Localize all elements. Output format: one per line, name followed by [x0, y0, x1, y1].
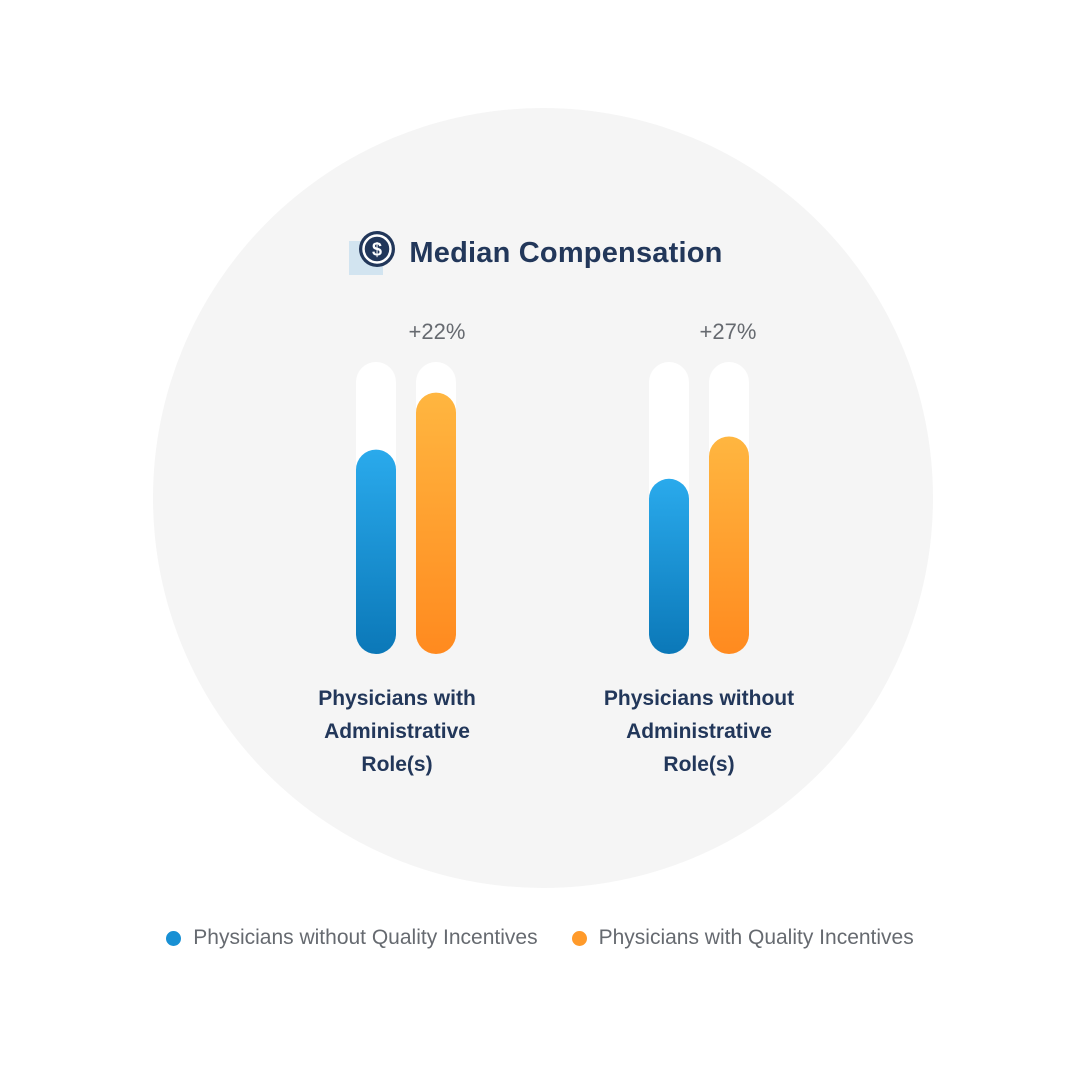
chart-legend: Physicians without Quality Incentives Ph… [0, 918, 1080, 958]
legend-label: Physicians with Quality Incentives [598, 926, 914, 949]
legend-item-without-quality: Physicians without Quality Incentives [166, 926, 538, 950]
title-text: Median Compensation [409, 236, 723, 269]
bar-without-quality-without-admin [649, 478, 689, 654]
percent-increase-label: +22% [409, 319, 466, 344]
bar-without-quality-with-admin [356, 449, 396, 654]
legend-item-with-quality: Physicians with Quality Incentives [571, 926, 914, 950]
category-label-line: Role(s) [361, 753, 433, 776]
category-label-with-admin: Physicians with Administrative Role(s) [277, 682, 517, 781]
dollar-coin-icon: $ [349, 229, 397, 275]
category-label-line: Administrative [626, 720, 772, 743]
category-label-line: Physicians with [318, 687, 476, 710]
legend-dot-orange [571, 930, 587, 946]
category-label-line: Administrative [324, 720, 470, 743]
chart-backdrop-circle [153, 108, 933, 888]
category-label-line: Role(s) [663, 753, 735, 776]
legend-label: Physicians without Quality Incentives [193, 926, 538, 949]
chart-title: $ Median Compensation [0, 226, 1080, 280]
category-label-without-admin: Physicians without Administrative Role(s… [579, 682, 819, 781]
percent-increase-label: +27% [700, 319, 757, 344]
svg-text:$: $ [372, 240, 382, 260]
bar-with-quality-without-admin [709, 436, 749, 654]
bar-with-quality-with-admin [416, 392, 456, 654]
legend-dot-blue [166, 930, 182, 946]
category-label-line: Physicians without [603, 687, 795, 710]
